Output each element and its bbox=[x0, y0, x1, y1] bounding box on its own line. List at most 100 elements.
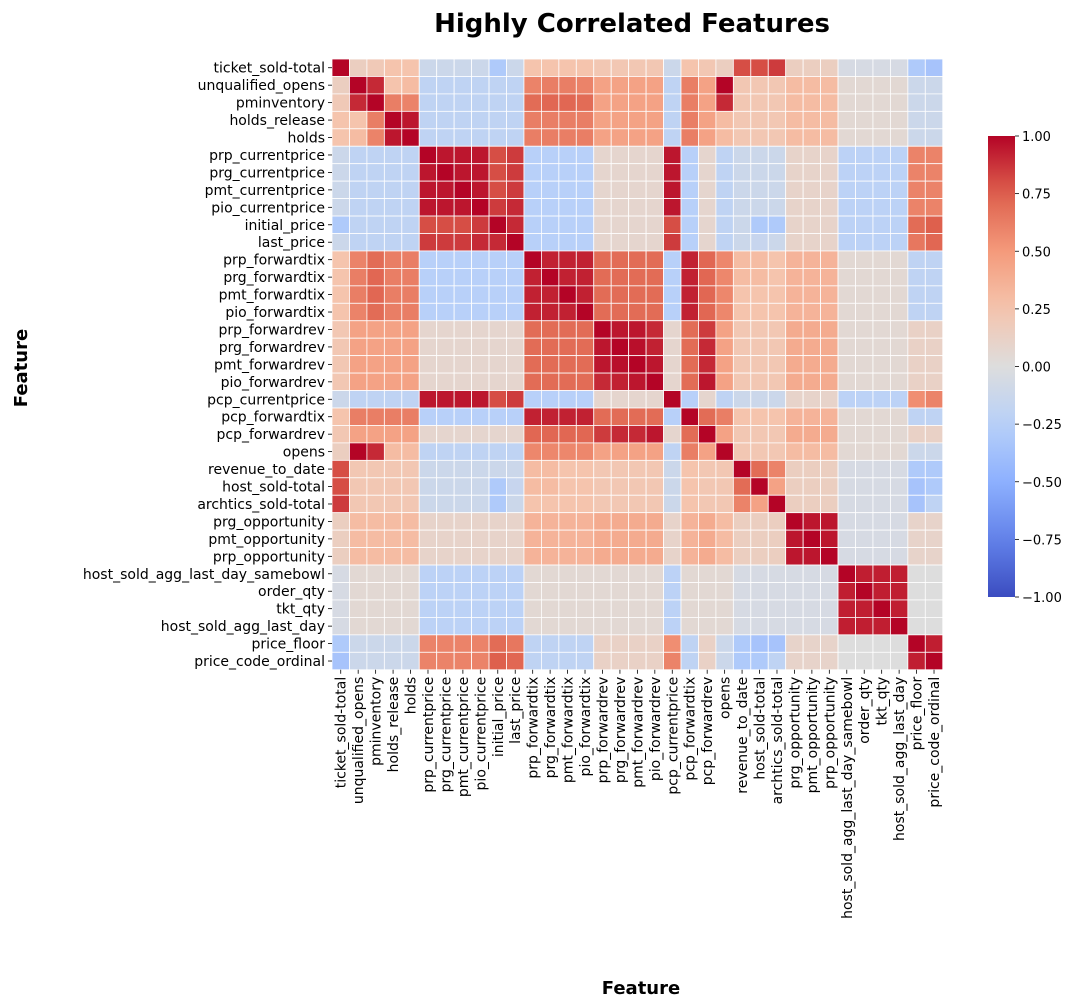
heatmap-cell bbox=[820, 128, 839, 147]
heatmap-cell bbox=[663, 250, 682, 269]
heatmap-cell bbox=[488, 320, 507, 339]
heatmap-cell bbox=[924, 180, 944, 199]
heatmap-cell bbox=[645, 93, 664, 112]
heatmap-cell bbox=[750, 494, 769, 514]
heatmap-cell bbox=[331, 529, 350, 549]
heatmap-cell bbox=[453, 425, 472, 444]
heatmap-cell bbox=[715, 529, 734, 549]
heatmap-cell bbox=[767, 512, 787, 531]
heatmap-cell bbox=[366, 267, 385, 287]
heatmap-cell bbox=[349, 267, 368, 287]
y-tick-label: prp_opportunity bbox=[213, 549, 325, 565]
heatmap-cell bbox=[872, 372, 891, 391]
heatmap-cell bbox=[349, 651, 368, 671]
heatmap-cell bbox=[715, 407, 734, 426]
heatmap-cell bbox=[663, 599, 682, 618]
x-tick-label: prg_forwardrev bbox=[613, 677, 629, 783]
heatmap-cell bbox=[645, 617, 664, 636]
heatmap-cell bbox=[802, 233, 822, 252]
heatmap-cell bbox=[890, 93, 909, 112]
heatmap-cell bbox=[541, 651, 560, 671]
colorbar-gradient bbox=[988, 136, 1015, 597]
heatmap-cell bbox=[453, 250, 472, 269]
heatmap-cell bbox=[837, 233, 856, 252]
heatmap-cell bbox=[610, 599, 630, 618]
heatmap-cell bbox=[663, 651, 682, 671]
heatmap-cell bbox=[418, 145, 438, 165]
heatmap-cell bbox=[698, 337, 717, 357]
heatmap-cell bbox=[401, 320, 420, 339]
heatmap-cell bbox=[924, 163, 944, 182]
heatmap-cell bbox=[418, 529, 438, 549]
heatmap-cell bbox=[506, 372, 525, 391]
heatmap-cell bbox=[663, 442, 682, 461]
heatmap-cell bbox=[401, 215, 420, 234]
heatmap-cell bbox=[383, 76, 403, 95]
heatmap-cell bbox=[732, 163, 752, 182]
heatmap-cell bbox=[680, 267, 699, 287]
heatmap-cell bbox=[558, 250, 577, 269]
heatmap-cell bbox=[436, 267, 455, 287]
heatmap-cell bbox=[890, 250, 909, 269]
heatmap-cell bbox=[558, 425, 577, 444]
heatmap-cell bbox=[593, 198, 612, 217]
heatmap-cell bbox=[924, 564, 944, 583]
heatmap-cell bbox=[663, 110, 682, 130]
heatmap-cell bbox=[890, 267, 909, 287]
heatmap-cell bbox=[837, 337, 856, 357]
heatmap-cell bbox=[488, 407, 507, 426]
heatmap-cell bbox=[645, 390, 664, 409]
heatmap-cell bbox=[453, 617, 472, 636]
heatmap-cell bbox=[523, 651, 542, 671]
y-tick-label: pcp_currentprice bbox=[207, 392, 325, 408]
heatmap-cell bbox=[837, 547, 856, 566]
colorbar-tick-label: 0.50 bbox=[1022, 245, 1051, 260]
heatmap-cell bbox=[628, 337, 647, 357]
heatmap-cell bbox=[907, 198, 926, 217]
heatmap-cell bbox=[366, 494, 385, 514]
heatmap-cell bbox=[366, 233, 385, 252]
heatmap-cell bbox=[907, 459, 926, 479]
colorbar-tick-label: 1.00 bbox=[1022, 130, 1051, 145]
heatmap-cell bbox=[767, 285, 787, 304]
heatmap-cell bbox=[471, 477, 490, 496]
heatmap-cell bbox=[785, 425, 804, 444]
heatmap-cell bbox=[645, 285, 664, 304]
heatmap-cell bbox=[401, 494, 420, 514]
heatmap-cell bbox=[907, 58, 926, 77]
heatmap-cell bbox=[558, 442, 577, 461]
heatmap-cell bbox=[488, 145, 507, 165]
heatmap-cell bbox=[680, 582, 699, 601]
heatmap-cell bbox=[366, 198, 385, 217]
heatmap-cell bbox=[750, 564, 769, 583]
heatmap-cell bbox=[628, 390, 647, 409]
heatmap-cell bbox=[383, 494, 403, 514]
heatmap-cell bbox=[331, 372, 350, 391]
heatmap-cell bbox=[855, 442, 874, 461]
heatmap-cell bbox=[471, 407, 490, 426]
heatmap-cell bbox=[401, 110, 420, 130]
heatmap-cell bbox=[401, 425, 420, 444]
x-tick-label: pcp_forwardrev bbox=[700, 677, 716, 786]
heatmap-cell bbox=[523, 128, 542, 147]
heatmap-cell bbox=[488, 93, 507, 112]
heatmap-cell bbox=[628, 407, 647, 426]
heatmap-cell bbox=[401, 58, 420, 77]
heatmap-cell bbox=[732, 582, 752, 601]
heatmap-cell bbox=[645, 634, 664, 653]
x-tick-label: price_floor bbox=[910, 677, 926, 751]
heatmap-cell bbox=[593, 459, 612, 479]
heatmap-cell bbox=[541, 494, 560, 514]
heatmap-cell bbox=[541, 163, 560, 182]
heatmap-cell bbox=[575, 215, 595, 234]
heatmap-cell bbox=[907, 442, 926, 461]
heatmap-cell bbox=[890, 285, 909, 304]
heatmap-cell bbox=[645, 145, 664, 165]
heatmap-cell bbox=[366, 390, 385, 409]
heatmap-cell bbox=[593, 372, 612, 391]
heatmap-cell bbox=[523, 215, 542, 234]
heatmap-cell bbox=[837, 250, 856, 269]
heatmap-cell bbox=[698, 547, 717, 566]
heatmap-cell bbox=[802, 634, 822, 653]
heatmap-cell bbox=[558, 58, 577, 77]
